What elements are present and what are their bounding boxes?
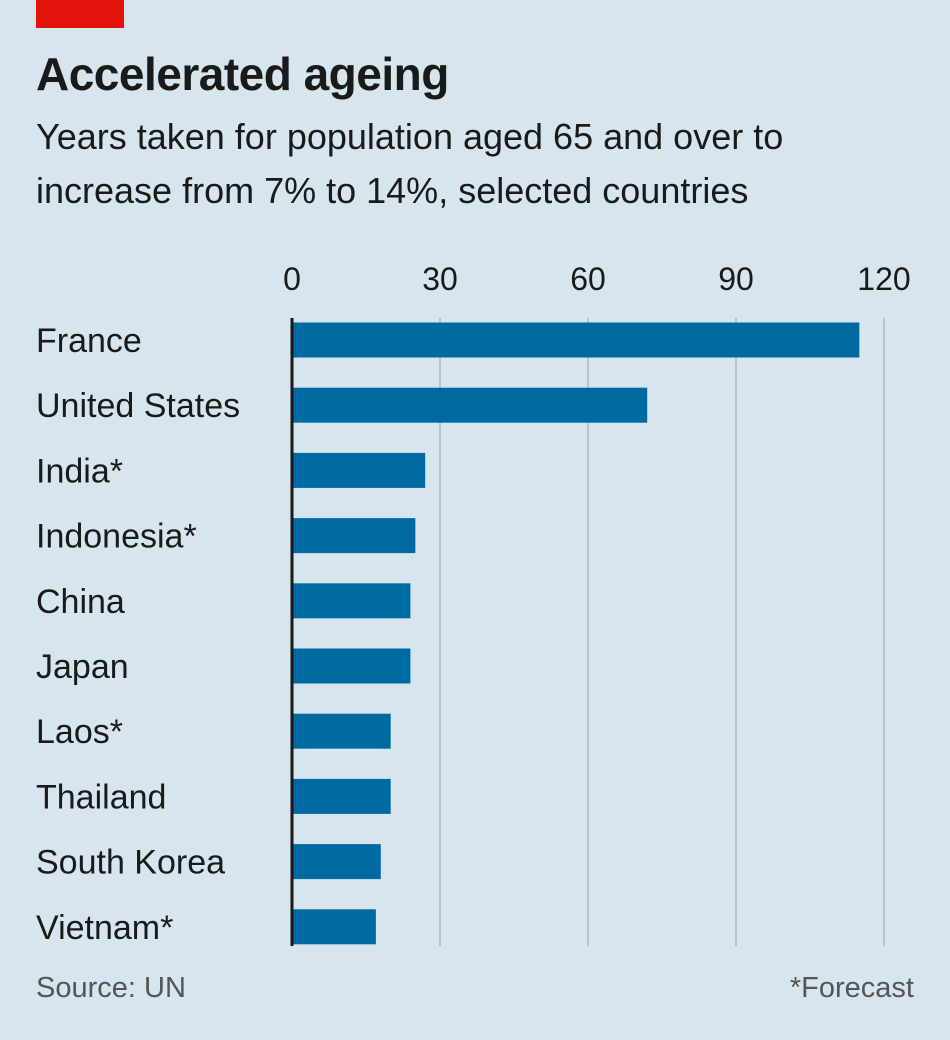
category-label: France <box>36 322 142 360</box>
bar-laos <box>292 713 391 749</box>
bar-united-states <box>292 387 648 423</box>
category-label: Japan <box>36 648 129 686</box>
x-tick-label-0: 0 <box>283 261 301 297</box>
category-label: Indonesia* <box>36 518 197 556</box>
x-tick-label-60: 60 <box>570 261 606 297</box>
category-label: Laos* <box>36 713 123 751</box>
x-tick-label-30: 30 <box>422 261 458 297</box>
bar-china <box>292 583 411 619</box>
category-label: India* <box>36 452 123 490</box>
category-label: Thailand <box>36 778 166 816</box>
category-label: South Korea <box>36 844 225 882</box>
chart-subtitle: Years taken for population aged 65 and o… <box>36 116 784 211</box>
bar-vietnam <box>292 909 376 945</box>
chart-title: Accelerated ageing <box>36 48 449 100</box>
x-tick-label-90: 90 <box>718 261 754 297</box>
x-tick-label-120: 120 <box>857 261 910 297</box>
brand-red-tag <box>36 0 124 28</box>
bar-thailand <box>292 778 391 814</box>
bar-india <box>292 452 426 488</box>
category-label: Vietnam* <box>36 909 173 947</box>
bar-indonesia <box>292 518 416 554</box>
bar-south-korea <box>292 844 381 880</box>
source-note: Source: UN <box>36 972 186 1004</box>
category-label: United States <box>36 387 240 425</box>
category-label: China <box>36 583 125 621</box>
bar-france <box>292 322 860 358</box>
forecast-note: *Forecast <box>789 972 914 1004</box>
bar-japan <box>292 648 411 684</box>
